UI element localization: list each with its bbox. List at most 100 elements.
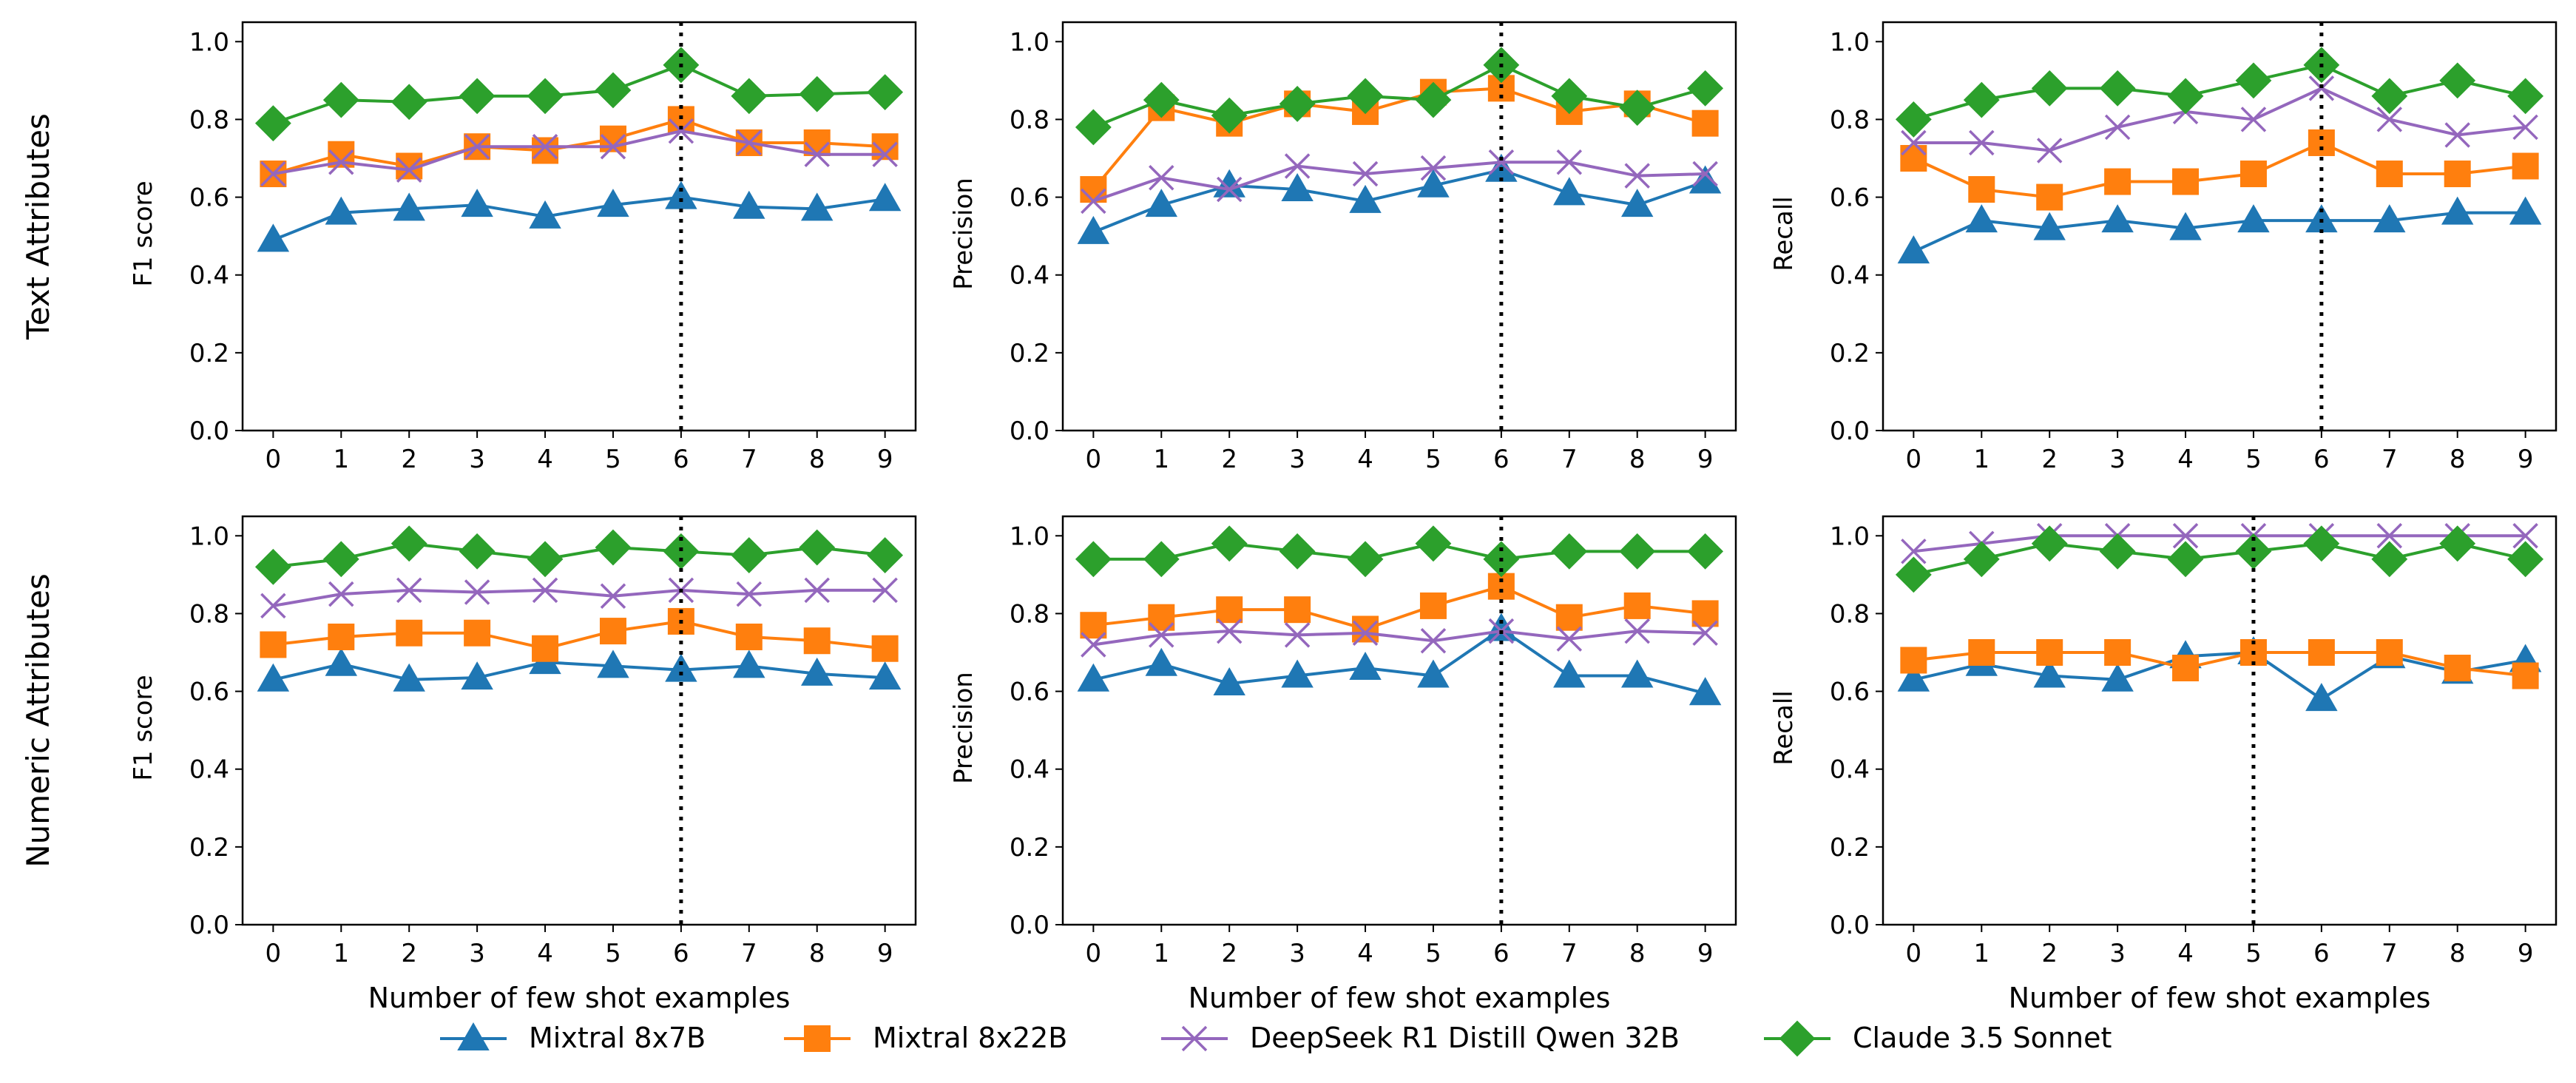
point-deepseek-r1-distill-qwen-32b <box>668 118 694 144</box>
x-tick-label: 2 <box>2041 939 2058 968</box>
point-mixtral-8x7b <box>1349 652 1382 681</box>
point-claude-3-5-sonnet <box>1075 541 1112 578</box>
x-axis-label: Number of few shot examples <box>368 982 791 1014</box>
x-tick-label: 4 <box>2177 445 2194 474</box>
point-claude-3-5-sonnet <box>2371 541 2408 578</box>
y-tick-label: 1.0 <box>1830 27 1870 57</box>
axes-frame <box>1061 515 1737 926</box>
point-deepseek-r1-distill-qwen-32b <box>1488 149 1515 175</box>
point-mixtral-8x7b <box>2441 196 2474 225</box>
y-tick-label: 0.4 <box>1830 755 1870 785</box>
x-tick-label: 4 <box>1357 445 1373 474</box>
point-mixtral-8x7b <box>800 657 834 686</box>
x-tick-label: 4 <box>2177 939 2194 968</box>
point-claude-3-5-sonnet <box>527 78 564 115</box>
point-mixtral-8x22b <box>1080 612 1107 639</box>
y-tick-label: 1.0 <box>189 27 229 57</box>
x-tick-label: 5 <box>1425 939 1441 968</box>
point-claude-3-5-sonnet <box>595 72 632 109</box>
y-tick-label: 0.4 <box>1010 755 1049 785</box>
series-mixtral-8x7b <box>1077 153 1722 244</box>
point-claude-3-5-sonnet <box>2439 62 2476 99</box>
x-tick-label: 4 <box>537 445 553 474</box>
point-mixtral-8x22b <box>1691 109 1719 137</box>
x-tick-label: 3 <box>469 445 485 474</box>
series-mixtral-8x22b <box>1080 75 1719 203</box>
legend: Mixtral 8x7B Mixtral 8x22B DeepSeek R1 Dis… <box>440 1020 2112 1057</box>
point-mixtral-8x22b <box>2036 639 2063 666</box>
point-mixtral-8x22b <box>1691 600 1719 627</box>
point-mixtral-8x7b <box>461 661 493 690</box>
point-claude-3-5-sonnet <box>1075 109 1112 146</box>
x-tick-label: 6 <box>2313 939 2330 968</box>
x-tick-label: 7 <box>2381 445 2398 474</box>
x-tick-label: 9 <box>2518 939 2534 968</box>
point-mixtral-8x7b <box>393 192 425 221</box>
legend-item-mixtral-8x7b: Mixtral 8x7B <box>440 1022 706 1054</box>
legend-marker-triangle <box>457 1022 490 1050</box>
point-mixtral-8x7b <box>1077 215 1110 244</box>
line-mixtral-8x22b <box>272 118 885 175</box>
point-mixtral-8x22b <box>2308 639 2335 666</box>
y-tick-label: 0.0 <box>1010 416 1049 446</box>
x-tick-label: 9 <box>877 445 893 474</box>
point-claude-3-5-sonnet <box>1963 81 2000 118</box>
point-mixtral-8x7b <box>1553 177 1586 206</box>
x-tick-label: 3 <box>2109 445 2126 474</box>
series-claude-3-5-sonnet <box>1895 525 2544 593</box>
point-deepseek-r1-distill-qwen-32b <box>600 583 626 610</box>
point-deepseek-r1-distill-qwen-32b <box>464 133 490 160</box>
point-mixtral-8x7b <box>597 189 629 217</box>
point-claude-3-5-sonnet <box>1687 533 1724 570</box>
point-mixtral-8x22b <box>2512 152 2539 180</box>
x-tick-label: 2 <box>1221 939 1237 968</box>
line-deepseek-r1-distill-qwen-32b <box>1092 161 1705 203</box>
point-claude-3-5-sonnet <box>1143 81 1180 118</box>
y-axis-label: Precision <box>949 178 978 290</box>
point-mixtral-8x7b <box>1688 677 1722 706</box>
point-claude-3-5-sonnet <box>799 75 836 112</box>
point-mixtral-8x22b <box>464 619 491 647</box>
point-mixtral-8x22b <box>2036 183 2063 211</box>
x-tick-label: 3 <box>1289 939 1305 968</box>
point-deepseek-r1-distill-qwen-32b <box>1624 163 1650 189</box>
chart-panel-numeric-attributes-precision: 0.0 0.2 0.4 0.6 0.8 1.0 0 1 2 3 4 5 6 7 8 9 Precision Num… <box>949 515 1737 1014</box>
point-deepseek-r1-distill-qwen-32b <box>1692 620 1718 646</box>
x-tick-label: 1 <box>1973 939 1990 968</box>
point-mixtral-8x7b <box>529 200 561 229</box>
point-mixtral-8x7b <box>461 189 493 217</box>
point-deepseek-r1-distill-qwen-32b <box>328 149 354 175</box>
point-mixtral-8x22b <box>803 627 831 655</box>
point-mixtral-8x7b <box>2101 204 2134 233</box>
point-deepseek-r1-distill-qwen-32b <box>1081 632 1106 658</box>
point-deepseek-r1-distill-qwen-32b <box>1149 622 1174 648</box>
x-axis-label: Number of few shot examples <box>1189 982 1611 1014</box>
x-tick-label: 0 <box>1906 445 1922 474</box>
x-tick-label: 0 <box>1086 939 1102 968</box>
y-tick-label: 0.6 <box>1830 183 1870 213</box>
point-deepseek-r1-distill-qwen-32b <box>464 579 490 605</box>
y-tick-label: 0.8 <box>1010 105 1049 135</box>
point-claude-3-5-sonnet <box>731 537 768 573</box>
series-mixtral-8x7b <box>1897 196 2542 264</box>
x-tick-label: 0 <box>266 445 282 474</box>
x-tick-label: 8 <box>2450 939 2466 968</box>
x-tick-label: 7 <box>1561 939 1578 968</box>
point-mixtral-8x22b <box>396 152 423 180</box>
series-claude-3-5-sonnet <box>1075 525 1724 578</box>
axes-frame <box>241 21 917 432</box>
series-deepseek-r1-distill-qwen-32b <box>260 577 898 619</box>
line-mixtral-8x7b <box>1092 627 1706 695</box>
point-mixtral-8x22b <box>1900 647 1927 674</box>
x-tick-label: 1 <box>333 445 349 474</box>
point-mixtral-8x7b <box>868 661 902 690</box>
point-claude-3-5-sonnet <box>799 529 836 566</box>
point-deepseek-r1-distill-qwen-32b <box>2104 114 2131 141</box>
x-tick-label: 4 <box>1357 939 1373 968</box>
y-tick-label: 0.0 <box>1830 911 1870 940</box>
point-claude-3-5-sonnet <box>322 541 359 578</box>
point-mixtral-8x22b <box>328 623 355 650</box>
point-deepseek-r1-distill-qwen-32b <box>532 577 558 604</box>
point-deepseek-r1-distill-qwen-32b <box>804 141 830 167</box>
x-tick-label: 6 <box>673 939 689 968</box>
